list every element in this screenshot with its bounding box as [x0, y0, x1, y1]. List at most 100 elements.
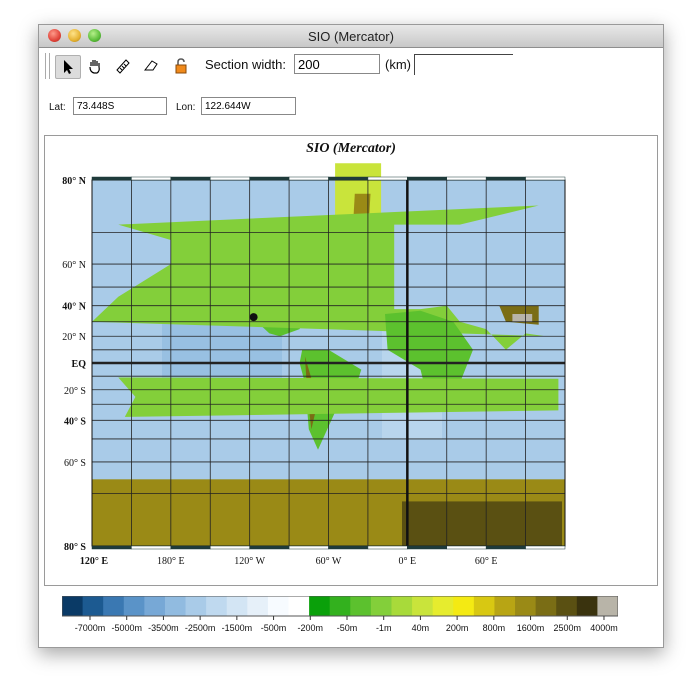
legend-swatch	[103, 596, 125, 616]
top-scale-segment	[446, 176, 487, 181]
title-bar[interactable]: SIO (Mercator)	[39, 25, 663, 48]
legend-swatch	[597, 596, 619, 616]
bottom-scale-segment	[249, 545, 290, 550]
legend-label: 200m	[446, 623, 469, 633]
app-window: SIO (Mercator) Section width: (km) Lat: …	[38, 24, 664, 648]
ruler-icon	[116, 59, 130, 74]
legend-swatch	[473, 596, 495, 616]
eurasia	[92, 205, 546, 350]
bottom-scale-segment	[288, 545, 329, 550]
close-window-button[interactable]	[48, 29, 61, 42]
legend-swatch	[432, 596, 454, 616]
color-legend: -7000m -5000m -3500m -2500m -1500m -500m -200m…	[61, 595, 619, 636]
ruler-tool[interactable]	[111, 55, 135, 77]
bottom-scale-segment	[407, 545, 448, 550]
legend-label: -500m	[261, 623, 287, 633]
legend-swatch	[247, 596, 269, 616]
top-scale-segment	[525, 176, 566, 181]
lat-label: 20° N	[62, 332, 86, 343]
toolbar: Section width: (km)	[45, 51, 657, 81]
bottom-scale-segment	[446, 545, 487, 550]
arrow-select-tool[interactable]	[55, 55, 81, 79]
legend-swatch	[267, 596, 290, 616]
legend-label: 800m	[483, 623, 506, 633]
lat-label: 80° S	[64, 542, 86, 553]
legend-label: -1m	[376, 623, 392, 633]
lat-label: 80° N	[62, 176, 86, 187]
location-marker	[249, 313, 258, 322]
eraser-icon	[143, 60, 158, 71]
legend-swatch	[329, 596, 351, 616]
top-scale-segment	[485, 176, 526, 181]
bottom-scale-segment	[525, 545, 566, 550]
bottom-scale-segment	[367, 545, 408, 550]
zoom-window-button[interactable]	[88, 29, 101, 42]
top-scale-segment	[328, 176, 369, 181]
lat-label: 40° N	[62, 302, 86, 313]
legend-label: -7000m	[75, 623, 106, 633]
arrow-select-icon	[64, 60, 73, 74]
legend-swatch	[515, 596, 537, 616]
legend-swatch	[185, 596, 207, 616]
legend-label: -200m	[298, 623, 324, 633]
legend-swatch	[350, 596, 372, 616]
window-title: SIO (Mercator)	[308, 29, 394, 44]
legend-swatch	[453, 596, 475, 616]
hand-pan-icon	[89, 60, 100, 74]
lock-icon	[175, 58, 187, 74]
legend-label: -1500m	[222, 623, 253, 633]
legend-swatch	[288, 596, 310, 616]
legend-swatch	[226, 596, 248, 616]
legend-swatch	[576, 596, 598, 616]
lon-label: 60° W	[316, 556, 342, 567]
lat-label: 20° S	[64, 386, 86, 397]
mercator-map[interactable]: SIO (Mercator) 80° N 60° N 40° N 20° N EQ 20° …	[45, 136, 657, 585]
top-scale-segment	[288, 176, 329, 181]
extra-field[interactable]	[414, 54, 513, 75]
legend-label: -5000m	[111, 623, 142, 633]
toolbar-grip[interactable]	[45, 53, 50, 79]
top-scale-segment	[170, 176, 211, 181]
legend-swatch	[370, 596, 392, 616]
bottom-scale-segment	[131, 545, 172, 550]
legend-label: 4000m	[590, 623, 618, 633]
lon-label: 120° W	[234, 556, 265, 567]
eraser-tool[interactable]	[139, 55, 163, 77]
lon-label: 60° E	[475, 556, 498, 567]
map-panel: SIO (Mercator) 80° N 60° N 40° N 20° N EQ 20° …	[44, 135, 658, 586]
section-width-input[interactable]	[294, 54, 380, 74]
lat-label: Lat:	[49, 102, 66, 113]
legend-label: -2500m	[185, 623, 216, 633]
map-title: SIO (Mercator)	[306, 141, 396, 156]
legend-label: 1600m	[517, 623, 545, 633]
bottom-scale-segment	[210, 545, 250, 550]
legend-label: -3500m	[148, 623, 179, 633]
top-scale-segment	[367, 176, 408, 181]
legend-label: 2500m	[553, 623, 581, 633]
lon-field[interactable]	[201, 97, 296, 115]
pan-tool[interactable]	[83, 55, 107, 77]
lat-field[interactable]	[73, 97, 167, 115]
lat-label: EQ	[72, 359, 87, 370]
legend-swatch	[494, 596, 516, 616]
top-scale-segment	[210, 176, 250, 181]
legend-swatch	[82, 596, 104, 616]
legend-label: 40m	[412, 623, 430, 633]
legend-swatch	[62, 596, 84, 616]
top-scale-segment	[91, 176, 132, 181]
lon-label: Lon:	[176, 102, 196, 113]
legend-swatch	[123, 596, 145, 616]
lat-label: 40° S	[64, 416, 86, 427]
minimize-window-button[interactable]	[68, 29, 81, 42]
top-scale-segment	[407, 176, 448, 181]
legend-swatch	[535, 596, 557, 616]
lat-label: 60° S	[64, 458, 86, 469]
legend-swatch	[144, 596, 166, 616]
lock-tool[interactable]	[169, 55, 193, 77]
unit-label: (km)	[385, 57, 411, 72]
bottom-scale-segment	[328, 545, 369, 550]
east-antarctica-ice	[402, 501, 562, 546]
lon-label: 120° E	[80, 556, 108, 567]
legend-swatch	[391, 596, 413, 616]
legend-swatch	[206, 596, 228, 616]
